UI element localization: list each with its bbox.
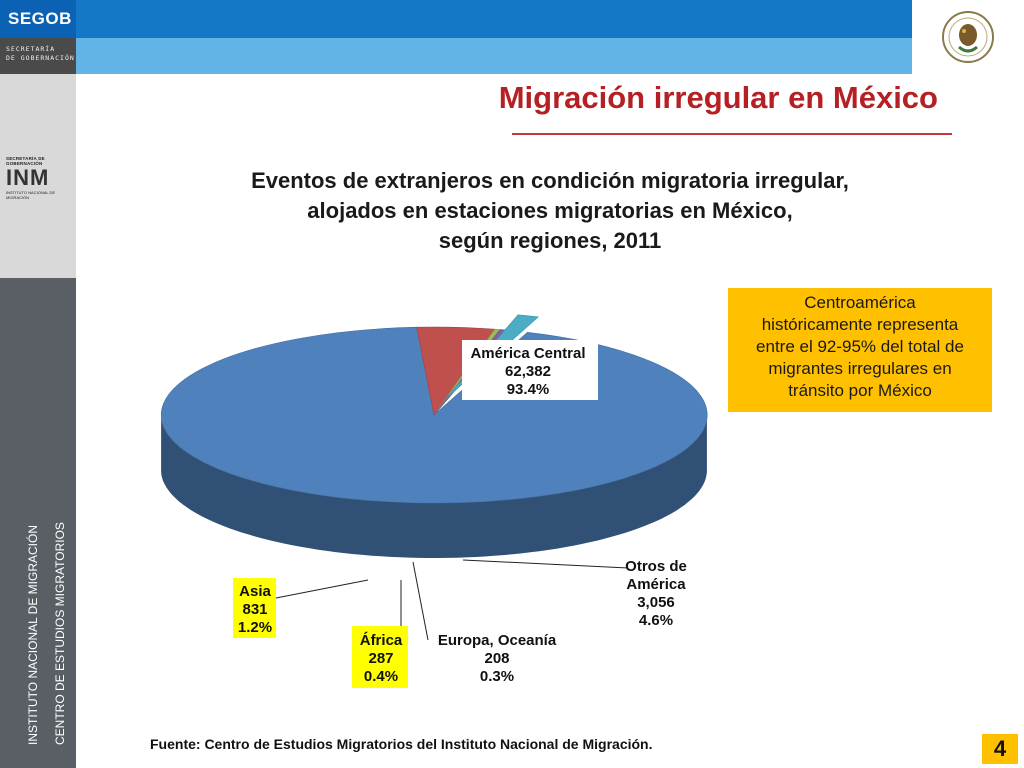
callout-note: Centroamérica históricamente representa … xyxy=(728,288,992,412)
data-label-3-0: África xyxy=(360,632,403,649)
leader-line-1 xyxy=(462,559,629,569)
data-label-1-3: 4.6% xyxy=(639,612,673,629)
data-label-1-0: Otros de xyxy=(625,558,687,575)
sidebar-top xyxy=(0,74,76,278)
data-label-2-2: 0.3% xyxy=(480,668,514,685)
note-line4: migrantes irregulares en xyxy=(768,359,952,378)
note-line2: históricamente representa xyxy=(761,315,959,334)
note-line5: tránsito por México xyxy=(788,381,932,400)
data-label-3-2: 0.4% xyxy=(364,668,398,685)
chart-title: Eventos de extranjeros en condición migr… xyxy=(150,166,950,256)
data-label-3-1: 287 xyxy=(368,650,393,667)
sidebar-bottom xyxy=(0,278,76,768)
data-label-4-2: 1.2% xyxy=(238,619,272,636)
page-number: 4 xyxy=(982,734,1018,764)
data-label-0-1: 62,382 xyxy=(505,363,551,380)
slice-side-0 xyxy=(161,416,707,558)
mexico-coat-of-arms-icon xyxy=(942,11,994,63)
segob-logo: SEGOB xyxy=(0,0,76,38)
label-box-0 xyxy=(462,340,598,400)
note-line3: entre el 92-95% del total de xyxy=(756,337,964,356)
leader-line-4 xyxy=(275,579,369,599)
data-label-1-2: 3,056 xyxy=(637,594,675,611)
chart-title-line3: según regiones, 2011 xyxy=(438,228,662,253)
label-box-3 xyxy=(352,626,408,688)
page-title: Migración irregular en México xyxy=(498,80,938,115)
secretaria-line1: SECRETARÍA xyxy=(6,45,56,53)
secretaria-label: SECRETARÍA DE GOBERNACIÓN xyxy=(0,38,76,74)
data-label-2-0: Europa, Oceanía xyxy=(438,632,557,649)
title-divider xyxy=(512,133,952,135)
header-bar xyxy=(0,0,912,38)
note-line1: Centroamérica xyxy=(804,293,916,312)
seal-container xyxy=(912,0,1024,74)
header-subbar xyxy=(76,38,912,74)
data-label-4-1: 831 xyxy=(242,601,267,618)
secretaria-line2: DE GOBERNACIÓN xyxy=(6,54,75,62)
inm-logo-top: SECRETARÍA DE GOBERNACIÓN xyxy=(6,156,45,166)
chart-title-line1: Eventos de extranjeros en condición migr… xyxy=(251,168,849,193)
inm-logo: SECRETARÍA DE GOBERNACIÓN INM INSTITUTO … xyxy=(6,156,72,200)
data-label-0-0: América Central xyxy=(470,345,585,362)
source-note: Fuente: Centro de Estudios Migratorios d… xyxy=(150,736,653,752)
data-label-0-2: 93.4% xyxy=(507,381,550,398)
label-box-4 xyxy=(233,578,276,638)
data-label-1-1: América xyxy=(626,576,686,593)
inm-logo-bottom: INSTITUTO NACIONAL DE MIGRACIÓN xyxy=(6,190,56,200)
data-label-2-1: 208 xyxy=(484,650,509,667)
chart-title-line2: alojados en estaciones migratorias en Mé… xyxy=(307,198,793,223)
inm-logo-mark: INM xyxy=(6,165,50,190)
data-label-4-0: Asia xyxy=(239,583,271,600)
leader-line-2 xyxy=(412,561,429,641)
